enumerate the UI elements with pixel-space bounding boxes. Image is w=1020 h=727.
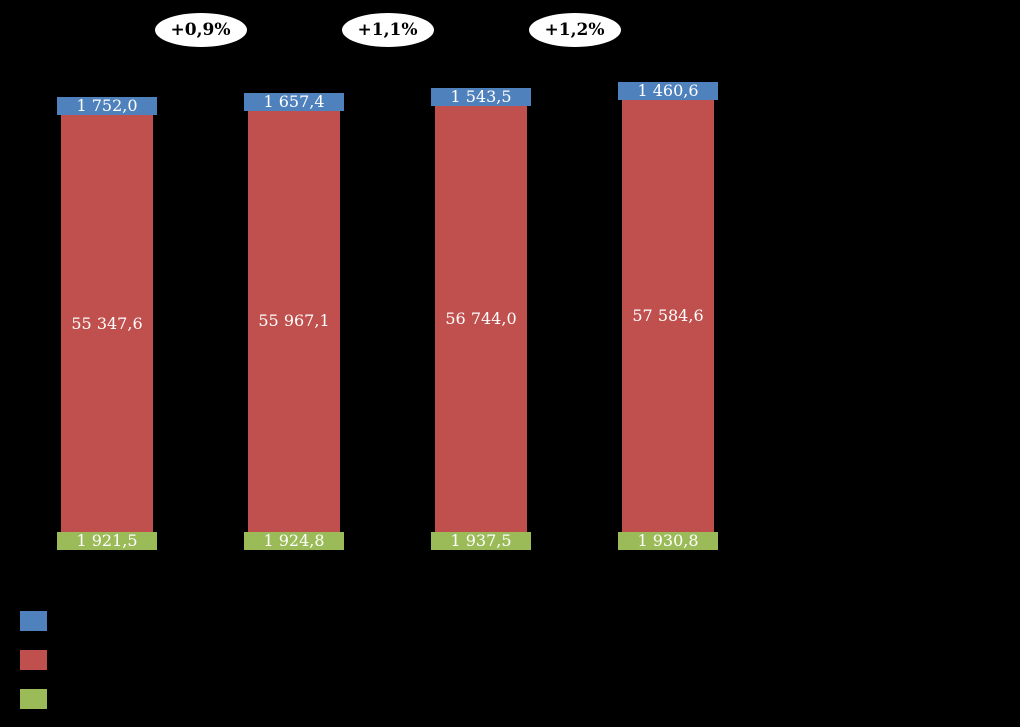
legend-swatch <box>20 650 47 670</box>
growth-badge-label: +1,1% <box>357 20 418 40</box>
plot-area: 1 752,0 55 347,6 1 921,5 1 657,4 55 967,1 1 9… <box>57 0 718 550</box>
segment-value-label: 1 460,6 <box>637 81 699 100</box>
legend-item-3 <box>20 689 56 709</box>
segment-value-label: 1 921,5 <box>76 531 138 550</box>
bar-3: 1 543,5 56 744,0 1 937,5 <box>431 86 531 550</box>
bottom-segment: 1 924,8 <box>244 532 344 550</box>
top-segment: 1 752,0 <box>57 97 157 115</box>
middle-segment: 55 347,6 <box>61 115 153 532</box>
growth-badge-label: +1,2% <box>544 20 605 40</box>
top-segment: 1 543,5 <box>431 86 531 106</box>
bar-1: 1 752,0 55 347,6 1 921,5 <box>57 97 157 550</box>
segment-value-label: 1 543,5 <box>450 86 512 106</box>
top-segment: 1 460,6 <box>618 82 718 100</box>
segment-value-label: 1 752,0 <box>76 96 138 115</box>
segment-value-label: 55 967,1 <box>258 311 330 331</box>
growth-badge-2: +1,1% <box>341 13 434 47</box>
bottom-segment: 1 921,5 <box>57 532 157 550</box>
bar-2: 1 657,4 55 967,1 1 924,8 <box>244 91 344 550</box>
growth-badge-label: +0,9% <box>170 20 231 40</box>
middle-segment: 55 967,1 <box>248 110 340 532</box>
legend-item-2 <box>20 650 56 670</box>
growth-badge-3: +1,2% <box>528 13 621 47</box>
middle-segment: 57 584,6 <box>622 100 714 532</box>
bottom-segment: 1 930,8 <box>618 532 718 550</box>
bottom-segment: 1 937,5 <box>431 532 531 550</box>
segment-value-label: 57 584,6 <box>632 306 704 325</box>
legend-item-1 <box>20 611 56 631</box>
bar-4: 1 460,6 57 584,6 1 930,8 <box>618 82 718 550</box>
growth-badge-1: +0,9% <box>154 13 247 47</box>
segment-value-label: 1 657,4 <box>263 91 325 111</box>
middle-segment: 56 744,0 <box>435 105 527 532</box>
segment-value-label: 1 930,8 <box>637 531 699 550</box>
segment-value-label: 55 347,6 <box>71 313 143 333</box>
legend-swatch <box>20 611 47 631</box>
segment-value-label: 1 937,5 <box>450 531 512 550</box>
top-segment: 1 657,4 <box>244 91 344 111</box>
segment-value-label: 56 744,0 <box>445 308 517 328</box>
segment-value-label: 1 924,8 <box>263 531 325 550</box>
legend-swatch <box>20 689 47 709</box>
legend <box>20 611 56 727</box>
